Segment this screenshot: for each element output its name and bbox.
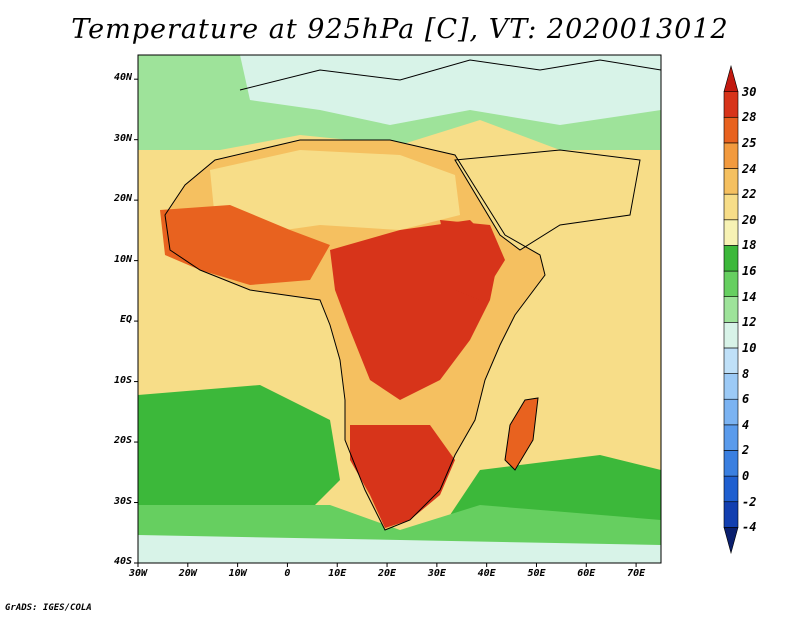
colorbar-label: -4 [742,520,757,535]
coastline-africa [164,139,546,531]
lat-tick-label: 20N [113,193,132,205]
colorbar-segment [723,64,739,92]
axis-layer [134,78,637,567]
colorbar-segment [723,424,739,451]
colorbar-segment [723,475,739,503]
colorbar-segment [723,91,739,118]
colorbar-segment [723,219,739,246]
colorbar-segment [723,322,739,349]
lon-tick-label: 60E [577,568,596,579]
colorbar-segment [723,245,739,272]
lon-tick-label: 50E [527,568,546,579]
colorbar-segment [723,116,739,144]
colorbar-label: 22 [742,187,757,202]
colorbar-label: -2 [742,494,757,509]
colorbar-segment [723,193,739,221]
coastline-arabia [454,149,641,251]
colorbar-label: 20 [742,212,757,227]
lon-tick-label: 20E [378,568,397,579]
colorbar-label: 8 [742,366,750,381]
lat-tick-label: 20S [113,435,132,447]
colorbar-label: 18 [742,238,757,253]
lat-tick-label: 40N [113,72,132,84]
colorbar-segment [723,347,739,374]
lat-tick-label: 10S [113,374,132,386]
region-hot_south [350,425,455,528]
region-hot_east [440,220,505,300]
lat-tick-label: 10N [113,253,132,265]
colorbar-label: 25 [742,135,757,150]
lon-tick-label: 10W [228,568,247,579]
colorbar-segment [723,296,739,323]
region-med [240,55,661,125]
colorbar-label: 14 [742,289,757,304]
region-ocean_sw [138,385,340,525]
region-arabia [455,150,640,250]
colorbar-segment [723,450,739,477]
colorbar-segment [723,142,739,169]
lon-tick-label: 0 [284,568,291,579]
colorbar-label: 0 [742,469,750,484]
colorbar-label: 12 [742,315,757,330]
lat-tick-label: 40S [113,556,132,567]
region-hot_west [160,205,330,285]
lon-tick-label: 20W [178,568,197,579]
lon-tick-label: 30E [427,568,446,579]
colorbar-segment [723,373,739,400]
coastline-madagascar [504,397,539,471]
colorbar-segment [723,398,739,426]
colorbar-segment [723,270,739,297]
colorbar-segment [723,501,739,528]
colorbar-label: 10 [742,340,757,355]
lon-tick-label: 10E [328,568,347,579]
colorbar-label: 16 [742,264,757,279]
colorbar-segment [723,527,739,555]
lon-tick-label: 70E [627,568,646,579]
map-frame [137,54,662,564]
lon-tick-label: 40E [477,568,496,579]
region-arabian_sea [540,210,661,330]
map-layer [137,54,662,564]
lat-tick-label: 30N [113,132,132,144]
region-sahara [210,150,460,235]
colorbar-label: 24 [742,161,757,176]
colorbar-label: 2 [742,443,750,458]
colorbar [723,64,739,555]
coastline-europe [239,59,661,91]
region-ocean_far_s [138,535,661,563]
colorbar-label: 30 [742,84,757,99]
lat-tick-label: 30S [113,495,132,507]
colorbar-label: 6 [742,392,750,407]
chart-title: Temperature at 925hPa [C], VT: 202001301… [71,14,729,45]
credit-text: GrADS: IGES/COLA [5,603,92,613]
region-madagascar [505,398,538,470]
colorbar-label: 4 [742,417,750,432]
lat-tick-label: EQ [119,314,132,326]
colorbar-segment [723,168,739,195]
colorbar-label: 28 [742,110,757,125]
lon-tick-label: 30W [128,568,148,579]
